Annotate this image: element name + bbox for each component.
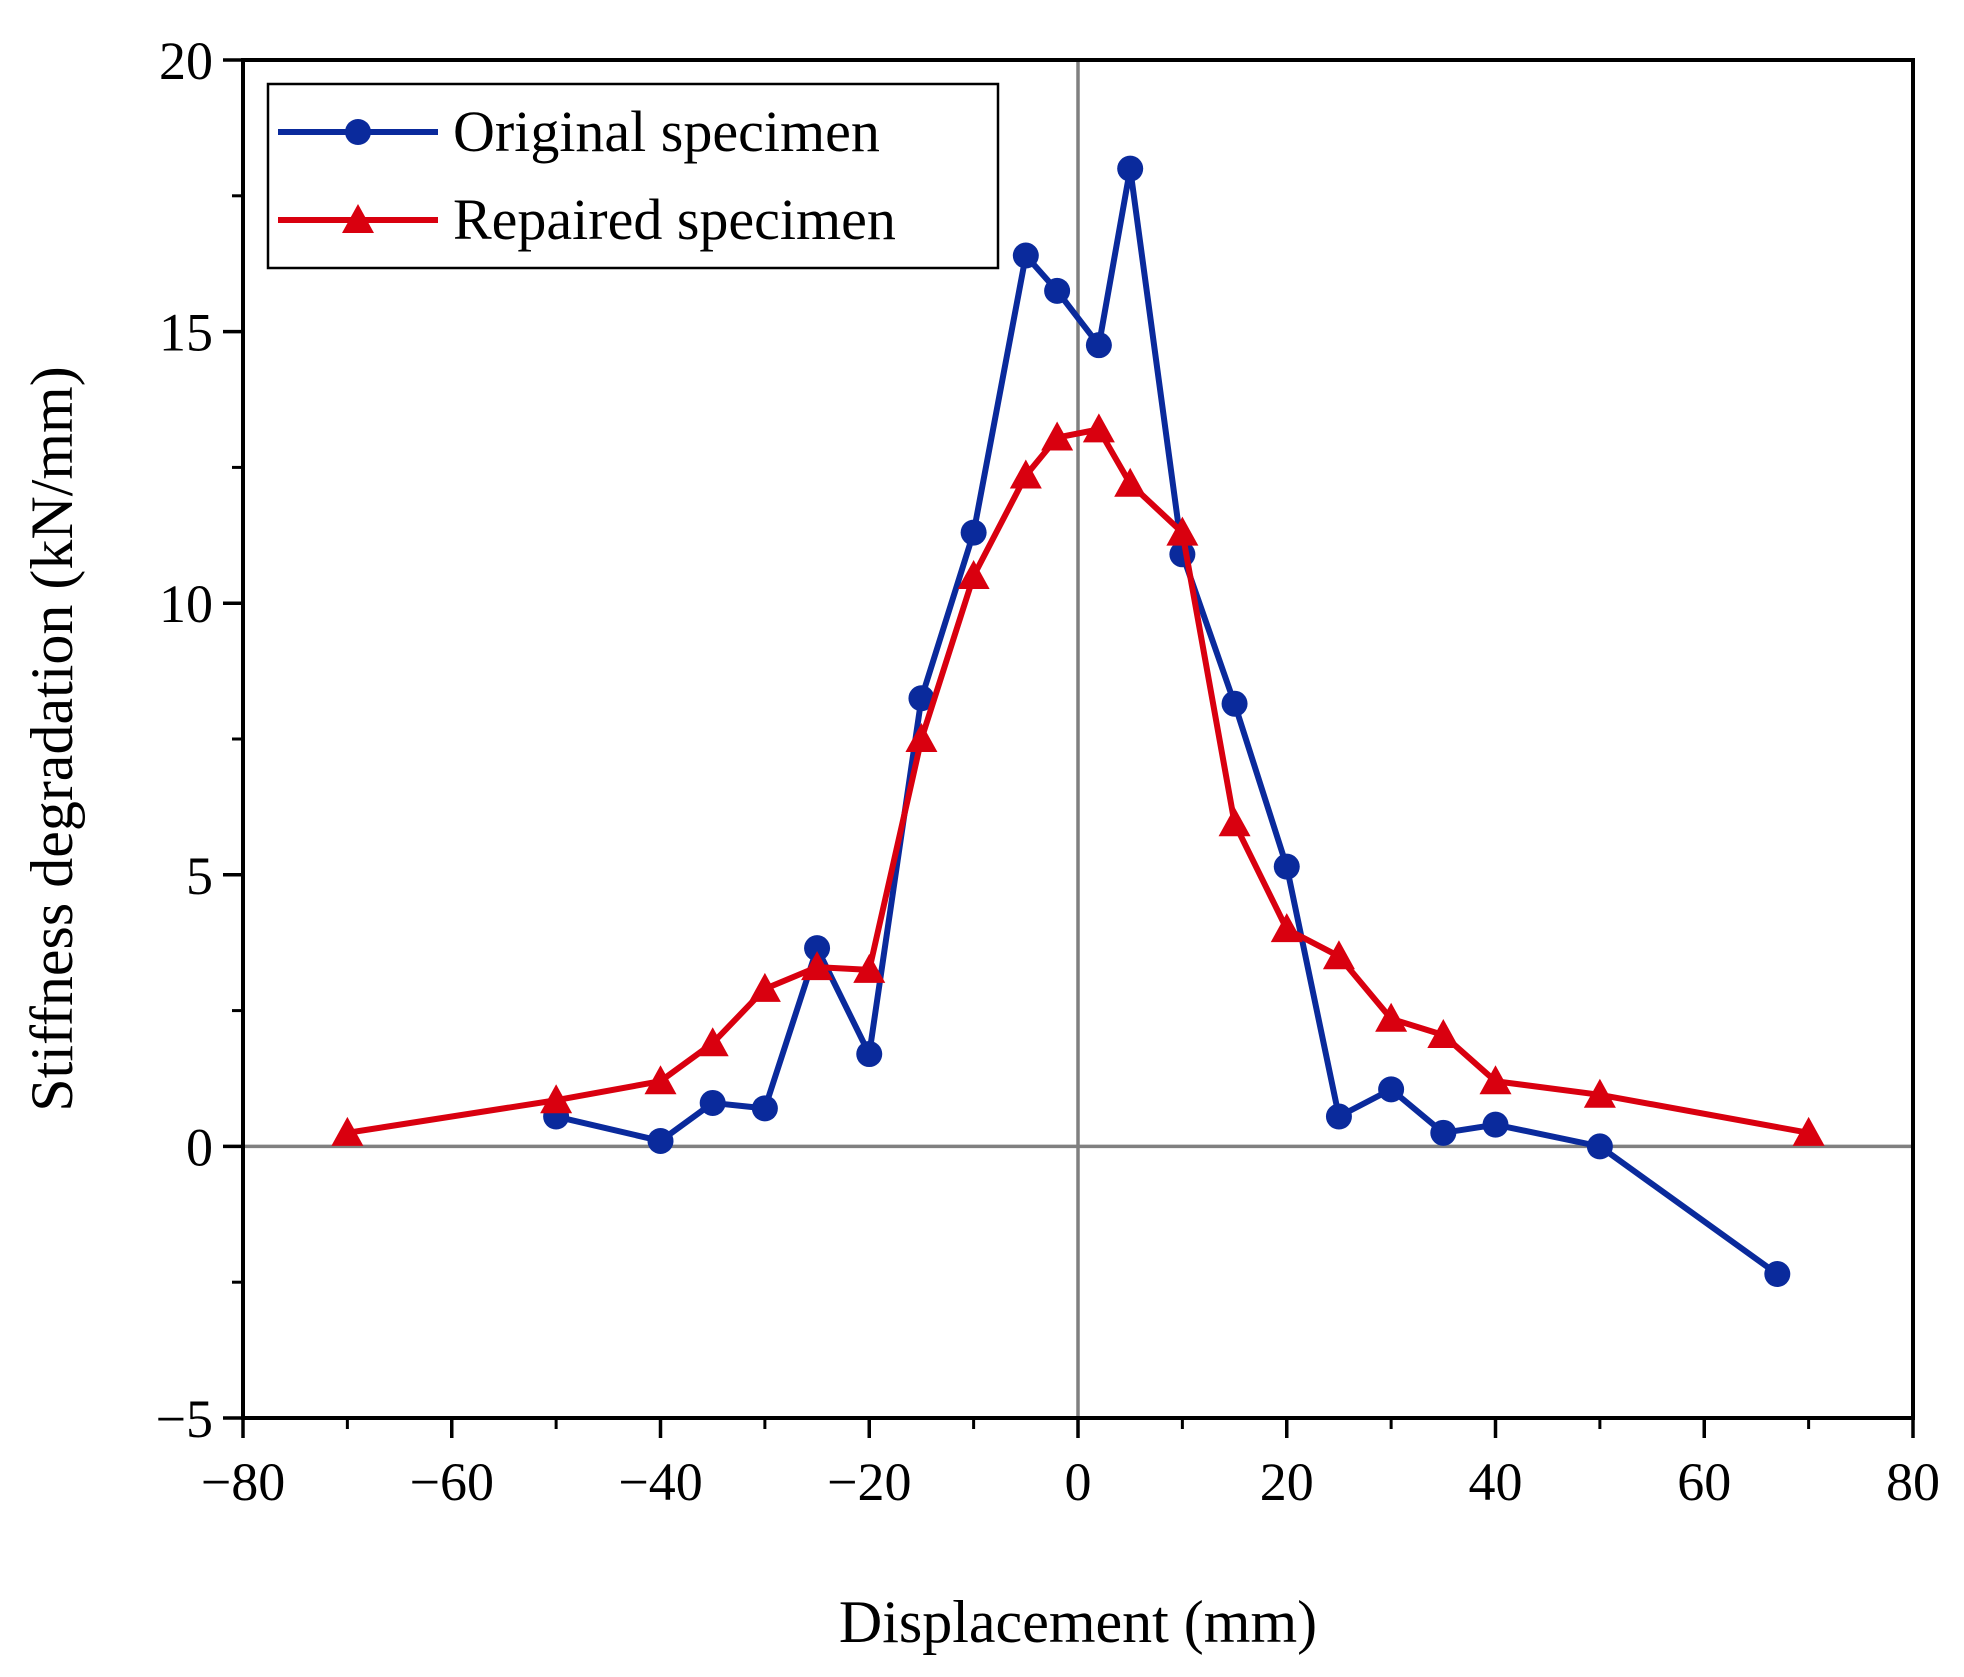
data-point [647, 1127, 674, 1154]
legend-marker [345, 119, 371, 145]
data-point [751, 1095, 778, 1122]
y-tick-label: 20 [159, 31, 213, 91]
x-tick-label: 40 [1469, 1452, 1523, 1512]
data-point [1114, 467, 1147, 497]
series-1 [543, 155, 1791, 1288]
legend-label: Repaired specimen [453, 187, 896, 252]
y-tick-label: 5 [186, 846, 213, 906]
data-point [853, 953, 886, 983]
y-tick-label: 15 [159, 303, 213, 363]
data-point [1044, 277, 1071, 304]
x-tick-label: −40 [618, 1452, 702, 1512]
data-point [644, 1065, 677, 1095]
series-2 [331, 413, 1825, 1146]
data-point [1085, 332, 1112, 359]
data-point [1430, 1119, 1457, 1146]
x-axis: −80 −60 −40 −20 0 20 40 60 80 [201, 1418, 1940, 1512]
legend-box [266, 82, 1000, 270]
data-point [1322, 940, 1355, 970]
x-tick-label: −60 [410, 1452, 494, 1512]
series-line [346, 426, 1810, 1136]
data-point [1166, 516, 1199, 546]
x-tick-label: 80 [1886, 1452, 1940, 1512]
data-point [1583, 1078, 1616, 1108]
data-point [1586, 1133, 1613, 1160]
legend-entry: Repaired specimen [278, 187, 896, 252]
data-point [696, 1027, 729, 1057]
data-point [804, 935, 831, 962]
data-point [960, 519, 987, 546]
y-tick-label: −5 [156, 1389, 213, 1449]
data-point [1378, 1076, 1405, 1103]
data-point [908, 685, 935, 712]
data-point [1082, 413, 1115, 443]
legend-marker [342, 204, 374, 233]
legend-label: Original specimen [453, 99, 880, 164]
y-axis-title: Stiffness degradation (kN/mm) [19, 366, 85, 1111]
data-point [1792, 1116, 1825, 1146]
data-point [1375, 1002, 1408, 1032]
data-point [748, 972, 781, 1002]
data-point [856, 1041, 883, 1068]
legend: Original specimen Repaired specimen [266, 82, 1000, 270]
data-point [1479, 1065, 1512, 1095]
data-point [1012, 242, 1039, 269]
legend-entry: Original specimen [278, 99, 880, 164]
data-point [1221, 690, 1248, 717]
y-axis: −5 0 5 10 15 20 [156, 31, 243, 1449]
data-point [1041, 421, 1074, 451]
legend-entries: Original specimen Repaired specimen [278, 99, 896, 252]
data-point [1218, 807, 1251, 837]
data-point [801, 951, 834, 981]
data-point [957, 560, 990, 590]
series-layer [331, 155, 1825, 1288]
data-point [540, 1084, 573, 1114]
x-tick-label: 60 [1677, 1452, 1731, 1512]
x-tick-label: 20 [1260, 1452, 1314, 1512]
x-tick-label: −20 [827, 1452, 911, 1512]
data-point [1270, 913, 1303, 943]
data-point [1273, 853, 1300, 880]
reference-lines [243, 60, 1913, 1418]
data-point [699, 1089, 726, 1116]
data-point [1482, 1111, 1509, 1138]
data-point [1427, 1019, 1460, 1049]
data-point [1009, 459, 1042, 489]
data-point [1325, 1103, 1352, 1130]
x-axis-title: Displacement (mm) [839, 1589, 1317, 1655]
x-tick-label: 0 [1065, 1452, 1092, 1512]
data-point [1117, 155, 1144, 182]
data-point [905, 723, 938, 752]
x-tick-label: −80 [201, 1452, 285, 1512]
data-point [1764, 1261, 1791, 1288]
y-tick-label: 10 [159, 574, 213, 634]
y-tick-label: 0 [186, 1117, 213, 1177]
data-point [331, 1116, 364, 1146]
